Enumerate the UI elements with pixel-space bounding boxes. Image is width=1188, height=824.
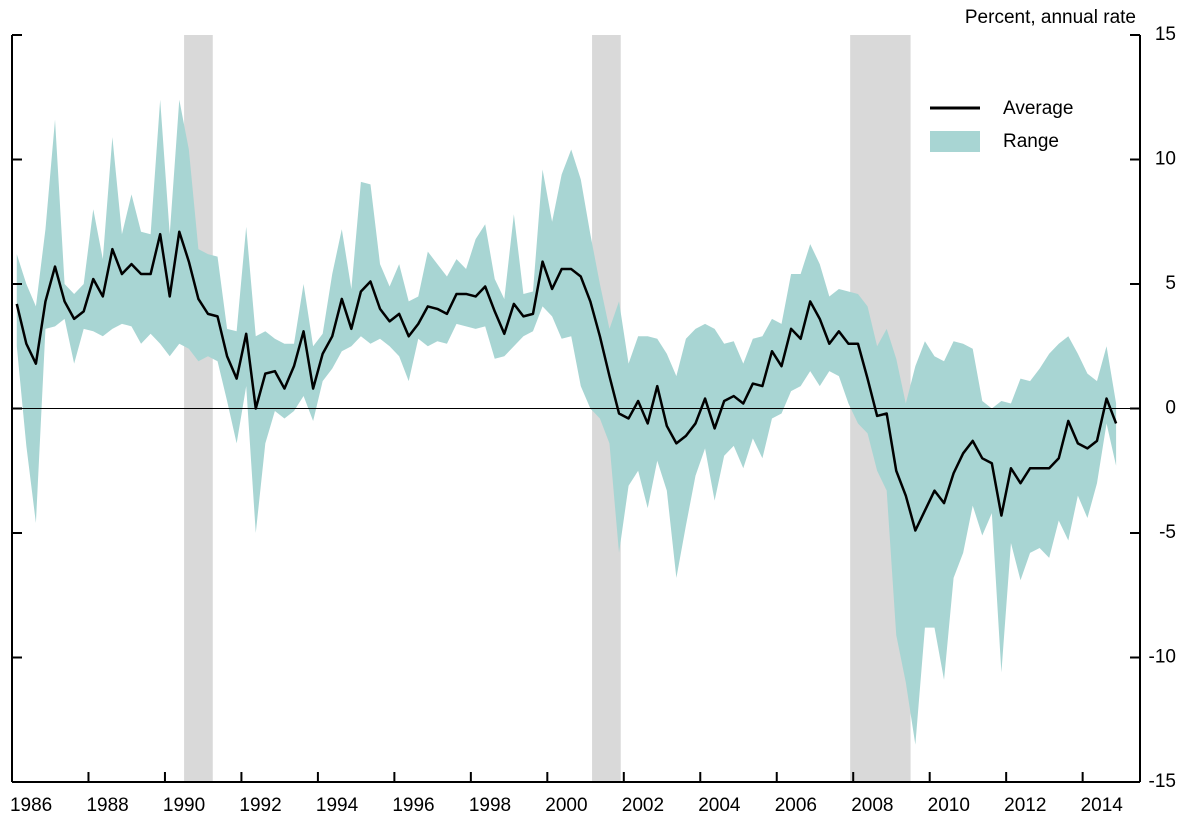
- x-tick-label: 1988: [86, 795, 128, 816]
- x-tick-label: 2002: [622, 795, 664, 816]
- x-tick-label: 2006: [775, 795, 817, 816]
- y-tick-label: 15: [1155, 24, 1176, 45]
- y-tick-label: -10: [1149, 647, 1176, 668]
- x-tick-label: 2010: [928, 795, 970, 816]
- x-tick-label: 1996: [392, 795, 434, 816]
- x-tick-label: 2014: [1081, 795, 1124, 816]
- y-tick-label: 0: [1165, 398, 1176, 419]
- average-line: [15, 230, 1118, 532]
- y-tick-label: -5: [1159, 522, 1176, 543]
- x-tick-label: 1994: [316, 795, 359, 816]
- y-tick-label: 5: [1165, 273, 1176, 294]
- x-tick-label: 2004: [698, 795, 741, 816]
- x-tick-label: 1986: [10, 795, 52, 816]
- y-tick-label: -15: [1149, 771, 1176, 792]
- x-tick-label: 1998: [469, 795, 511, 816]
- x-tick-label: 1992: [239, 795, 281, 816]
- y-axis-label: Percent, annual rate: [965, 7, 1136, 28]
- legend-swatch-area: [930, 131, 980, 152]
- y-tick-label: 10: [1155, 149, 1176, 170]
- x-tick-label: 2008: [851, 795, 893, 816]
- range-band: [16, 99, 1117, 745]
- x-tick-label: 2012: [1004, 795, 1046, 816]
- x-tick-label: 1990: [163, 795, 205, 816]
- legend-label: Average: [1003, 98, 1073, 119]
- legend-label: Range: [1003, 131, 1059, 152]
- x-tick-label: 2000: [545, 795, 587, 816]
